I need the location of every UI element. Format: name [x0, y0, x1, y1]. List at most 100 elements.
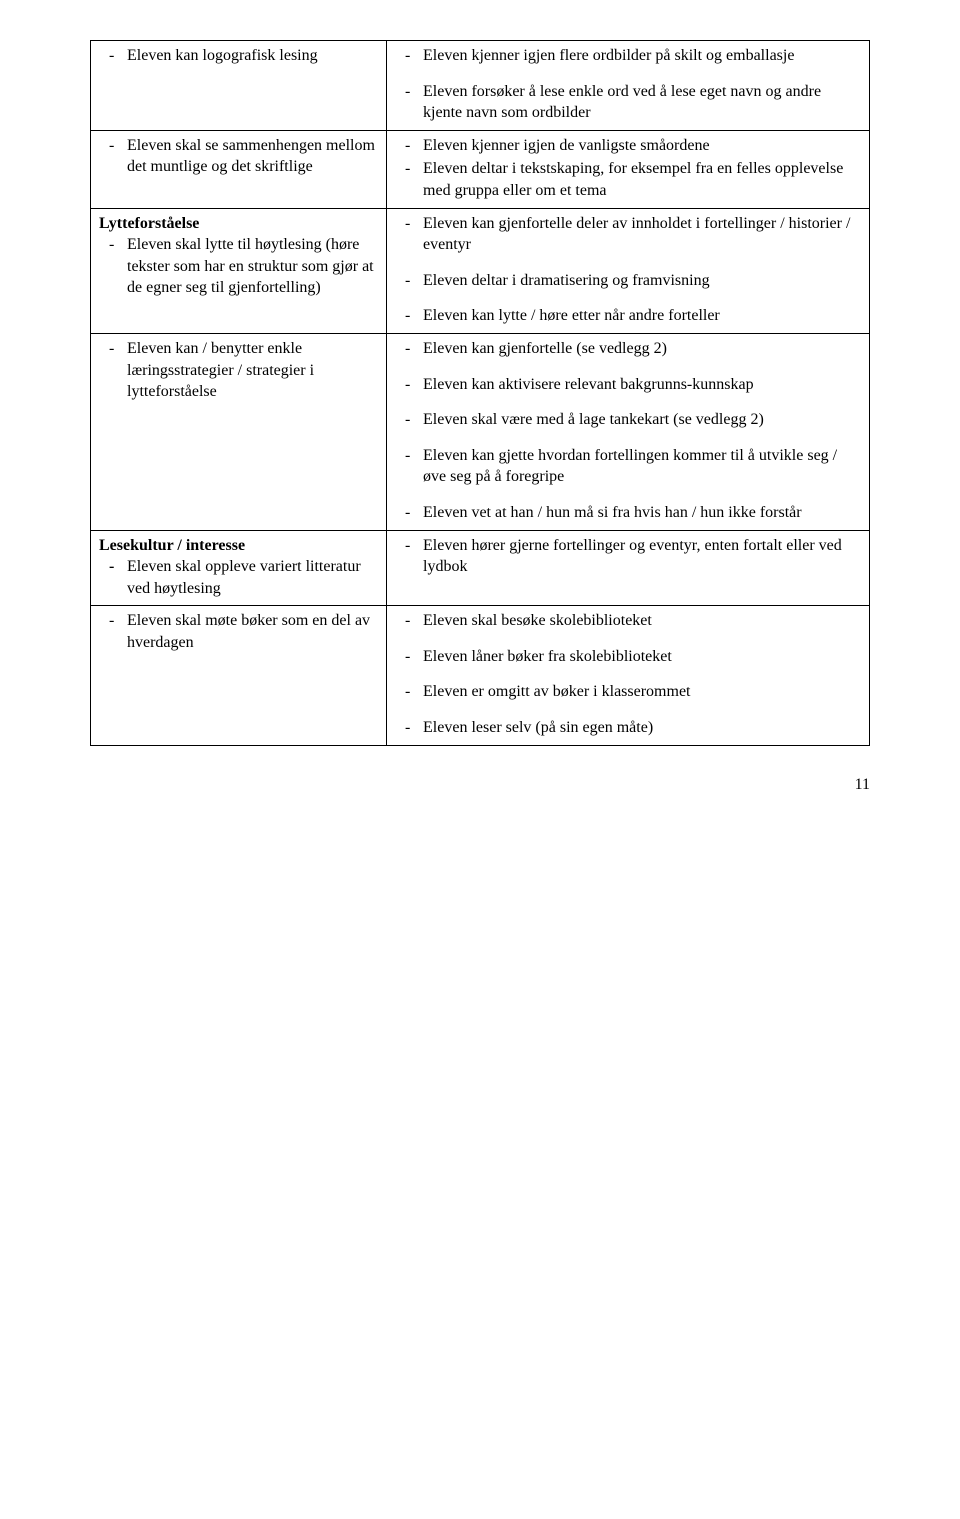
- dash-icon: -: [395, 535, 423, 557]
- list-item: -Eleven kan logografisk lesing: [99, 45, 378, 67]
- list-item: -Eleven er omgitt av bøker i klasseromme…: [395, 681, 861, 703]
- list-item: -Eleven skal lytte til høytlesing (høre …: [99, 234, 378, 299]
- dash-icon: -: [395, 445, 423, 467]
- dash-icon: -: [395, 305, 423, 327]
- dash-icon: -: [395, 135, 423, 157]
- list-item: -Eleven skal se sammenhengen mellom det …: [99, 135, 378, 178]
- right-cell: -Eleven skal besøke skolebiblioteket-Ele…: [387, 606, 870, 745]
- list-item: -Eleven hører gjerne fortellinger og eve…: [395, 535, 861, 578]
- right-cell: -Eleven kan gjenfortelle (se vedlegg 2)-…: [387, 333, 870, 530]
- left-cell: -Eleven skal se sammenhengen mellom det …: [91, 130, 387, 208]
- dash-icon: -: [395, 681, 423, 703]
- page-number: 11: [90, 776, 870, 794]
- bullet-list: -Eleven kjenner igjen de vanligste småor…: [395, 135, 861, 202]
- bullet-list: -Eleven skal lytte til høytlesing (høre …: [99, 234, 378, 299]
- list-item: -Eleven kan lytte / høre etter når andre…: [395, 305, 861, 327]
- list-item-text: Eleven deltar i tekstskaping, for eksemp…: [423, 158, 861, 201]
- table-row: Lytteforståelse-Eleven skal lytte til hø…: [91, 208, 870, 333]
- left-cell: -Eleven kan / benytter enkle læringsstra…: [91, 333, 387, 530]
- bullet-list: -Eleven skal besøke skolebiblioteket-Ele…: [395, 610, 861, 738]
- section-heading: Lesekultur / interesse: [99, 535, 378, 557]
- dash-icon: -: [395, 409, 423, 431]
- dash-icon: -: [395, 45, 423, 67]
- dash-icon: -: [395, 338, 423, 360]
- dash-icon: -: [395, 502, 423, 524]
- list-item-text: Eleven leser selv (på sin egen måte): [423, 717, 861, 739]
- list-item-text: Eleven forsøker å lese enkle ord ved å l…: [423, 81, 861, 124]
- list-item: -Eleven skal besøke skolebiblioteket: [395, 610, 861, 632]
- list-item: -Eleven kan / benytter enkle læringsstra…: [99, 338, 378, 403]
- right-cell: -Eleven kjenner igjen flere ordbilder på…: [387, 41, 870, 131]
- document-table: -Eleven kan logografisk lesing-Eleven kj…: [90, 40, 870, 746]
- list-item-text: Eleven kan / benytter enkle læringsstrat…: [127, 338, 378, 403]
- list-item-text: Eleven kan lytte / høre etter når andre …: [423, 305, 861, 327]
- list-item: -Eleven vet at han / hun må si fra hvis …: [395, 502, 861, 524]
- list-item-text: Eleven skal se sammenhengen mellom det m…: [127, 135, 378, 178]
- table-row: -Eleven skal se sammenhengen mellom det …: [91, 130, 870, 208]
- dash-icon: -: [99, 45, 127, 67]
- list-item: -Eleven deltar i dramatisering og framvi…: [395, 270, 861, 292]
- list-item-text: Eleven kan aktivisere relevant bakgrunns…: [423, 374, 861, 396]
- bullet-list: -Eleven hører gjerne fortellinger og eve…: [395, 535, 861, 578]
- dash-icon: -: [99, 234, 127, 256]
- list-item: -Eleven kjenner igjen de vanligste småor…: [395, 135, 861, 157]
- list-item-text: Eleven skal være med å lage tankekart (s…: [423, 409, 861, 431]
- list-item-text: Eleven skal besøke skolebiblioteket: [423, 610, 861, 632]
- list-item: -Eleven kan aktivisere relevant bakgrunn…: [395, 374, 861, 396]
- bullet-list: -Eleven kjenner igjen flere ordbilder på…: [395, 45, 861, 124]
- bullet-list: -Eleven kan / benytter enkle læringsstra…: [99, 338, 378, 403]
- list-item-text: Eleven kan gjette hvordan fortellingen k…: [423, 445, 861, 488]
- list-item-text: Eleven skal oppleve variert litteratur v…: [127, 556, 378, 599]
- dash-icon: -: [395, 81, 423, 103]
- dash-icon: -: [99, 338, 127, 360]
- table-row: -Eleven kan logografisk lesing-Eleven kj…: [91, 41, 870, 131]
- list-item: -Eleven låner bøker fra skolebiblioteket: [395, 646, 861, 668]
- bullet-list: -Eleven skal oppleve variert litteratur …: [99, 556, 378, 599]
- list-item: -Eleven kan gjenfortelle (se vedlegg 2): [395, 338, 861, 360]
- dash-icon: -: [395, 213, 423, 235]
- list-item-text: Eleven kan gjenfortelle deler av innhold…: [423, 213, 861, 256]
- right-cell: -Eleven kan gjenfortelle deler av innhol…: [387, 208, 870, 333]
- list-item: -Eleven kan gjette hvordan fortellingen …: [395, 445, 861, 488]
- list-item: -Eleven kan gjenfortelle deler av innhol…: [395, 213, 861, 256]
- bullet-list: -Eleven skal se sammenhengen mellom det …: [99, 135, 378, 178]
- bullet-list: -Eleven kan logografisk lesing: [99, 45, 378, 67]
- list-item: -Eleven kjenner igjen flere ordbilder på…: [395, 45, 861, 67]
- left-cell: Lytteforståelse-Eleven skal lytte til hø…: [91, 208, 387, 333]
- left-cell: -Eleven kan logografisk lesing: [91, 41, 387, 131]
- list-item: -Eleven skal være med å lage tankekart (…: [395, 409, 861, 431]
- list-item-text: Eleven kan gjenfortelle (se vedlegg 2): [423, 338, 861, 360]
- list-item: -Eleven skal oppleve variert litteratur …: [99, 556, 378, 599]
- list-item-text: Eleven kjenner igjen flere ordbilder på …: [423, 45, 861, 67]
- list-item-text: Eleven låner bøker fra skolebiblioteket: [423, 646, 861, 668]
- table-row: -Eleven kan / benytter enkle læringsstra…: [91, 333, 870, 530]
- list-item-text: Eleven kjenner igjen de vanligste småord…: [423, 135, 861, 157]
- table-row: Lesekultur / interesse-Eleven skal opple…: [91, 530, 870, 606]
- dash-icon: -: [99, 610, 127, 632]
- dash-icon: -: [395, 158, 423, 180]
- dash-icon: -: [395, 270, 423, 292]
- bullet-list: -Eleven kan gjenfortelle (se vedlegg 2)-…: [395, 338, 861, 524]
- list-item: -Eleven leser selv (på sin egen måte): [395, 717, 861, 739]
- right-cell: -Eleven hører gjerne fortellinger og eve…: [387, 530, 870, 606]
- bullet-list: -Eleven skal møte bøker som en del av hv…: [99, 610, 378, 653]
- right-cell: -Eleven kjenner igjen de vanligste småor…: [387, 130, 870, 208]
- left-cell: -Eleven skal møte bøker som en del av hv…: [91, 606, 387, 745]
- list-item-text: Eleven deltar i dramatisering og framvis…: [423, 270, 861, 292]
- list-item: -Eleven forsøker å lese enkle ord ved å …: [395, 81, 861, 124]
- list-item-text: Eleven skal møte bøker som en del av hve…: [127, 610, 378, 653]
- bullet-list: -Eleven kan gjenfortelle deler av innhol…: [395, 213, 861, 327]
- table-row: -Eleven skal møte bøker som en del av hv…: [91, 606, 870, 745]
- dash-icon: -: [395, 374, 423, 396]
- dash-icon: -: [395, 610, 423, 632]
- list-item-text: Eleven vet at han / hun må si fra hvis h…: [423, 502, 861, 524]
- list-item-text: Eleven er omgitt av bøker i klasserommet: [423, 681, 861, 703]
- section-heading: Lytteforståelse: [99, 213, 378, 235]
- list-item: -Eleven deltar i tekstskaping, for eksem…: [395, 158, 861, 201]
- left-cell: Lesekultur / interesse-Eleven skal opple…: [91, 530, 387, 606]
- dash-icon: -: [99, 556, 127, 578]
- list-item-text: Eleven hører gjerne fortellinger og even…: [423, 535, 861, 578]
- dash-icon: -: [395, 646, 423, 668]
- list-item-text: Eleven skal lytte til høytlesing (høre t…: [127, 234, 378, 299]
- list-item: -Eleven skal møte bøker som en del av hv…: [99, 610, 378, 653]
